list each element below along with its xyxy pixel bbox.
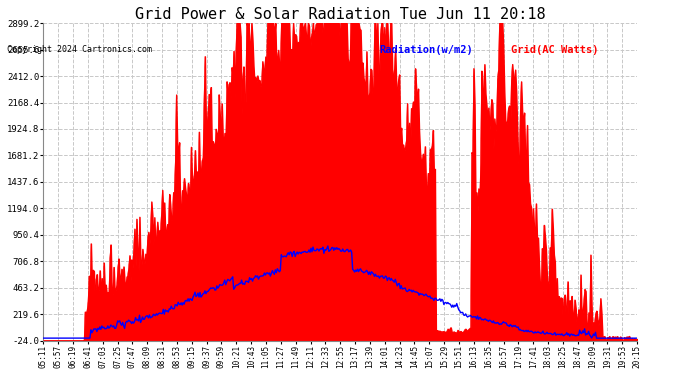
Title: Grid Power & Solar Radiation Tue Jun 11 20:18: Grid Power & Solar Radiation Tue Jun 11 … [135, 7, 546, 22]
Text: Grid(AC Watts): Grid(AC Watts) [511, 45, 598, 55]
Text: Copyright 2024 Cartronics.com: Copyright 2024 Cartronics.com [7, 45, 152, 54]
Text: Radiation(w/m2): Radiation(w/m2) [380, 45, 473, 55]
